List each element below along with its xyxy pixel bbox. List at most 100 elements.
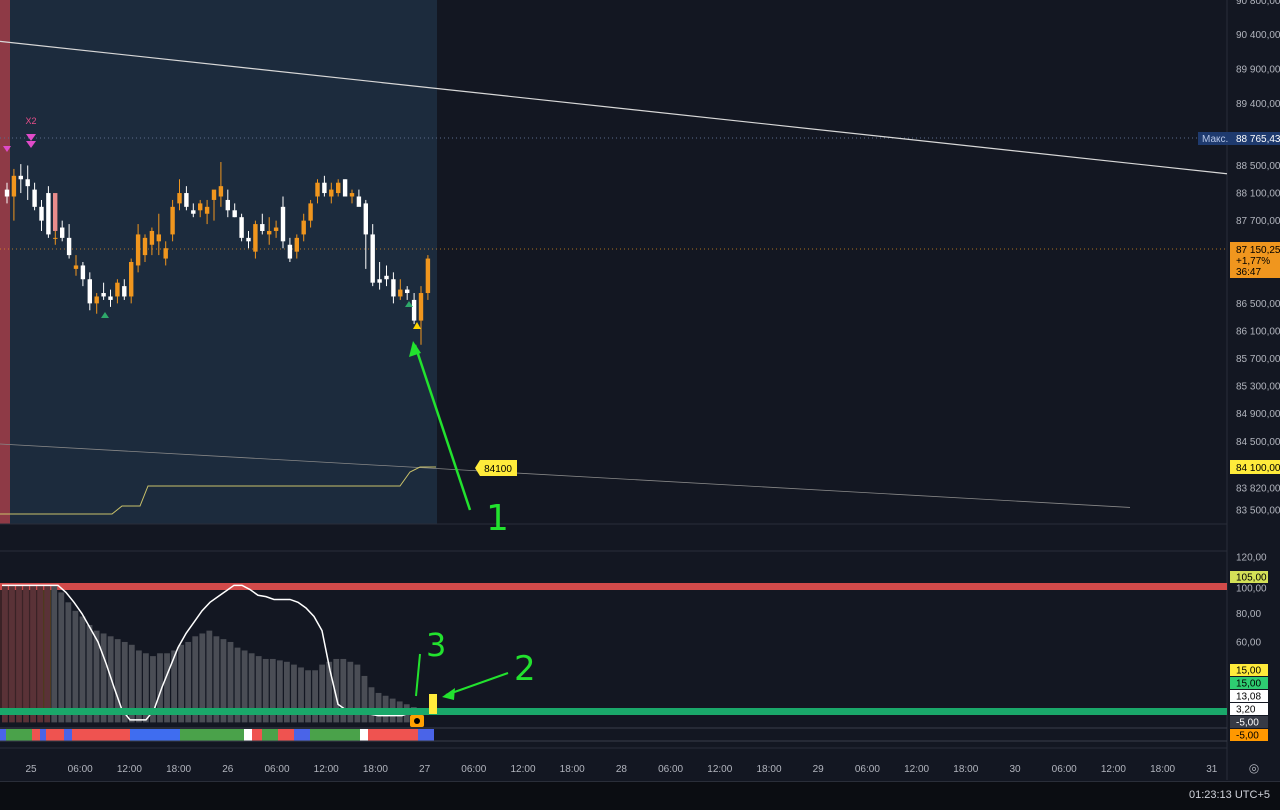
candle [232, 203, 237, 218]
oscillator-axis[interactable]: 120,0080,0060,0040,00100,00105,0015,0015… [1230, 553, 1268, 742]
histogram-bar [227, 641, 234, 723]
time-tick-label: 18:00 [560, 764, 585, 775]
histogram-bar [2, 585, 8, 723]
candle-body [218, 186, 224, 197]
price-tick-label-clipped: 90 800,00 [1236, 0, 1280, 7]
candle-body [260, 224, 265, 231]
candle-body [142, 237, 148, 256]
oscillator-pane[interactable] [0, 583, 1227, 742]
regime-segment [418, 729, 434, 741]
time-tick-label: 06:00 [461, 764, 486, 775]
upper-band [0, 583, 1227, 590]
stop-level-line [0, 466, 436, 515]
last-price-value: 87 150,25 [1236, 245, 1280, 256]
annotation-arrow-1 [413, 344, 472, 511]
candle [398, 279, 403, 300]
osc-value-tag: 15,00 [1230, 677, 1268, 690]
candle-body [315, 182, 320, 197]
price-tick-label: 83 500,00 [1236, 506, 1280, 517]
histogram-bar [312, 670, 318, 723]
regime-segment [130, 729, 180, 741]
signal-dot-icon [414, 718, 420, 724]
level-callout[interactable]: 84100 [475, 460, 517, 476]
candle-body [149, 230, 155, 245]
candle [115, 279, 120, 304]
regime-segment [64, 729, 72, 741]
candle-body [80, 265, 86, 280]
histogram-bar [23, 585, 29, 723]
current-signal-bar [429, 694, 437, 714]
candle-body [391, 279, 396, 297]
candle [39, 199, 44, 231]
candle-body [253, 224, 258, 252]
time-tick-label: 12:00 [707, 764, 732, 775]
candle [11, 168, 17, 221]
price-tick-label: 84 500,00 [1236, 437, 1280, 448]
time-tick-label: 06:00 [855, 764, 880, 775]
candle [280, 196, 286, 249]
upper-trendline[interactable] [0, 40, 1228, 175]
time-tick-label: 31 [1206, 764, 1218, 775]
candle-body [384, 275, 389, 280]
histogram-bar [128, 644, 135, 723]
histogram-bar [157, 653, 163, 723]
candle-body [411, 299, 417, 321]
candle [66, 224, 72, 259]
histogram-bar [79, 616, 86, 723]
candle-body [377, 279, 382, 283]
svg-text:-5,00: -5,00 [1236, 731, 1259, 742]
candle [294, 234, 299, 259]
candle-body [418, 293, 424, 321]
candle [287, 237, 293, 262]
histogram-bar [298, 667, 304, 723]
candle-body [349, 193, 355, 197]
settings-button[interactable]: ◎ [1244, 758, 1264, 778]
candle-body [225, 199, 230, 211]
x2-marker: X2 [3, 116, 37, 152]
annotation-label-1: 1 [486, 498, 509, 539]
candle-body [25, 179, 30, 187]
candle [198, 199, 203, 218]
svg-text:13,08: 13,08 [1236, 692, 1261, 703]
candle [315, 179, 320, 204]
regime-segment [40, 729, 46, 741]
candle-body [239, 217, 244, 238]
histogram-bar [143, 653, 149, 723]
histogram-bar [150, 656, 156, 723]
lower-trendline[interactable] [0, 443, 1131, 508]
x2-label: X2 [25, 116, 36, 126]
status-bar: 01:23:13 UTC+5 [0, 781, 1280, 810]
time-tick-label: 12:00 [510, 764, 535, 775]
candle-body [267, 230, 272, 235]
candle [87, 272, 92, 311]
candle [225, 189, 230, 218]
price-tick-label: 83 820,00 [1236, 484, 1280, 495]
price-tick-label: 89 400,00 [1236, 99, 1280, 110]
svg-text:15,00: 15,00 [1236, 679, 1261, 690]
histogram-bar [255, 656, 262, 723]
arrow-head-icon [442, 688, 455, 700]
time-tick-label: 12:00 [314, 764, 339, 775]
histogram-bar [206, 630, 213, 723]
buy-signal-icon [405, 301, 413, 307]
candle [370, 224, 375, 287]
candle-body [129, 262, 134, 297]
candle [246, 230, 251, 249]
regime-segment [294, 729, 310, 741]
histogram-bar [368, 687, 375, 723]
candle [342, 179, 348, 197]
candle-body [60, 227, 65, 238]
utc-clock[interactable]: 01:23:13 UTC+5 [1188, 789, 1270, 801]
candle [211, 189, 217, 221]
time-axis[interactable]: 25 06:00 12:00 18:00 26 06:00 12:00 18:00 27 06:0… [25, 764, 1217, 775]
candle [53, 230, 58, 245]
annotation-arrow-2 [445, 672, 509, 696]
candle-body [204, 206, 210, 214]
osc-value-tag: -5,00 [1230, 716, 1268, 729]
histogram-bar [241, 650, 248, 723]
candle [260, 213, 265, 235]
highlighted-candle [53, 193, 58, 231]
candle [336, 179, 341, 197]
candle [46, 186, 51, 238]
